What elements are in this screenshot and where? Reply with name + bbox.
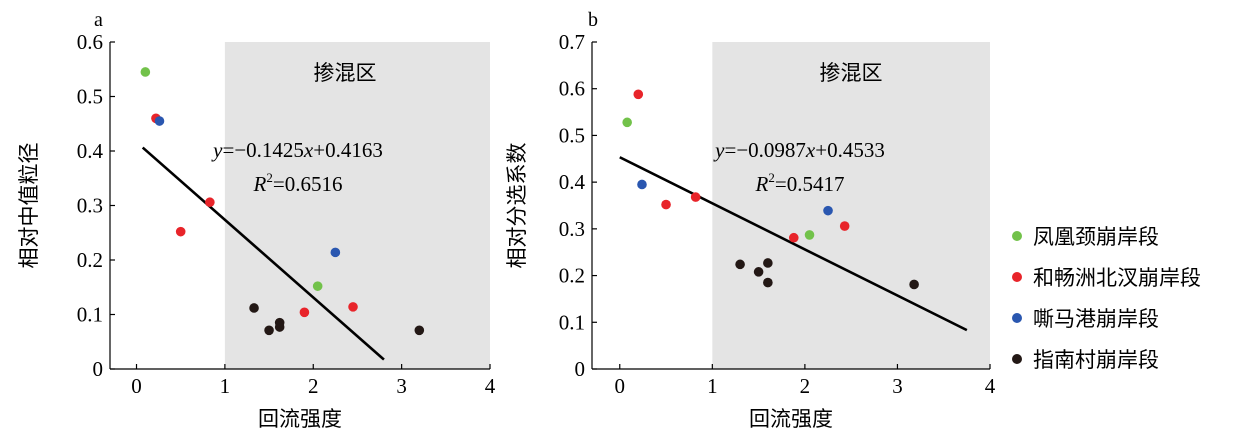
equation-y: y (211, 138, 223, 162)
r-squared-symbol: R (755, 172, 769, 196)
equation-y: y (713, 138, 725, 162)
mixing-zone-shade (224, 42, 490, 369)
legend-label: 嘶马港崩岸段 (1033, 307, 1159, 331)
x-tick-label: 0 (615, 374, 626, 398)
x-tick-label: 2 (800, 374, 811, 398)
x-tick-label: 0 (131, 374, 142, 398)
legend-marker (1012, 313, 1022, 323)
y-tick-label: 0.7 (559, 30, 585, 54)
y-tick-label: 0.3 (559, 217, 585, 241)
data-point (330, 247, 341, 258)
y-tick-label: 0.1 (559, 310, 585, 334)
y-tick-label: 0.3 (77, 194, 103, 218)
x-axis-title: 回流强度 (749, 407, 833, 431)
data-point (690, 192, 701, 202)
x-tick-label: 3 (892, 374, 903, 398)
data-point (637, 179, 647, 190)
y-tick-label: 0.5 (559, 123, 585, 147)
legend-label: 指南村崩岸段 (1033, 348, 1159, 372)
legend-label: 和畅洲北汊崩岸段 (1033, 266, 1201, 290)
data-point (633, 89, 644, 100)
x-axis-title: 回流强度 (258, 407, 342, 431)
data-point (175, 226, 186, 237)
y-axis-title: 相对分选系数 (505, 143, 529, 269)
y-tick-label: 0.4 (77, 139, 104, 163)
r-squared-exponent: 2 (768, 170, 775, 185)
data-point (154, 116, 165, 126)
r-squared-symbol: R (253, 172, 267, 196)
data-point (735, 259, 745, 270)
panel-letter: b (588, 9, 598, 31)
equation-slope: =−0.1425 (222, 138, 303, 162)
x-tick-label: 3 (396, 374, 407, 398)
data-point (804, 230, 815, 240)
data-point (763, 277, 773, 288)
data-point (788, 232, 799, 243)
r-squared-value: =0.5417 (775, 172, 845, 196)
legend-marker (1012, 354, 1022, 364)
y-axis-title: 相对中值粒径 (17, 143, 41, 269)
equation-intercept: +0.4533 (815, 138, 885, 162)
regression-equation: y=−0.0987x+0.4533 (713, 138, 885, 162)
equation-slope: =−0.0987 (724, 138, 805, 162)
data-point (622, 117, 632, 128)
mixing-zone-label: 掺混区 (820, 61, 883, 85)
equation-intercept: +0.4163 (313, 138, 383, 162)
r-squared-value: =0.6516 (273, 172, 343, 196)
data-point (414, 325, 425, 336)
legend-marker (1012, 231, 1022, 241)
data-point (205, 197, 215, 208)
regression-equation: y=−0.1425x+0.4163 (211, 138, 383, 162)
data-point (274, 317, 285, 328)
y-tick-label: 0.4 (559, 170, 586, 194)
equation-x: x (303, 138, 314, 162)
r-squared: R2=0.5417 (755, 170, 845, 196)
y-tick-label: 0.6 (559, 77, 585, 101)
data-point (839, 221, 850, 231)
mixing-zone-label: 掺混区 (314, 61, 377, 85)
data-point (140, 67, 151, 77)
data-point (661, 199, 671, 210)
r-squared: R2=0.6516 (253, 170, 343, 196)
y-tick-label: 0.1 (77, 303, 103, 327)
x-tick-label: 4 (485, 374, 496, 398)
r-squared-exponent: 2 (266, 170, 273, 185)
data-point (264, 325, 274, 336)
data-point (763, 258, 773, 268)
x-tick-label: 1 (220, 374, 231, 398)
y-tick-label: 0 (575, 357, 586, 381)
regression-line (619, 156, 968, 332)
y-tick-label: 0.2 (559, 264, 585, 288)
legend-marker (1012, 272, 1022, 282)
panel-b: 掺混区 0 0.1 0.2 0.3 0.4 0.5 0.6 0.7 0 1 2 3 4 回流强度 相对分选系数… (505, 9, 996, 431)
legend-label: 凤凰颈崩岸段 (1033, 225, 1159, 249)
x-tick-label: 2 (308, 374, 319, 398)
data-point (909, 279, 919, 290)
y-tick-label: 0 (93, 357, 104, 381)
regression-line (141, 146, 385, 361)
y-tick-label: 0.6 (77, 30, 103, 54)
y-tick-label: 0.5 (77, 85, 103, 109)
data-point (299, 307, 310, 318)
x-tick-label: 1 (707, 374, 718, 398)
data-point (249, 303, 259, 313)
data-point (348, 302, 358, 312)
data-point (312, 281, 323, 291)
x-tick-label: 4 (985, 374, 996, 398)
panel-letter: a (94, 9, 103, 31)
mixing-zone-shade (712, 42, 990, 369)
equation-x: x (805, 138, 816, 162)
y-tick-label: 0.2 (77, 248, 103, 272)
data-point (823, 205, 833, 216)
data-point (753, 267, 764, 277)
